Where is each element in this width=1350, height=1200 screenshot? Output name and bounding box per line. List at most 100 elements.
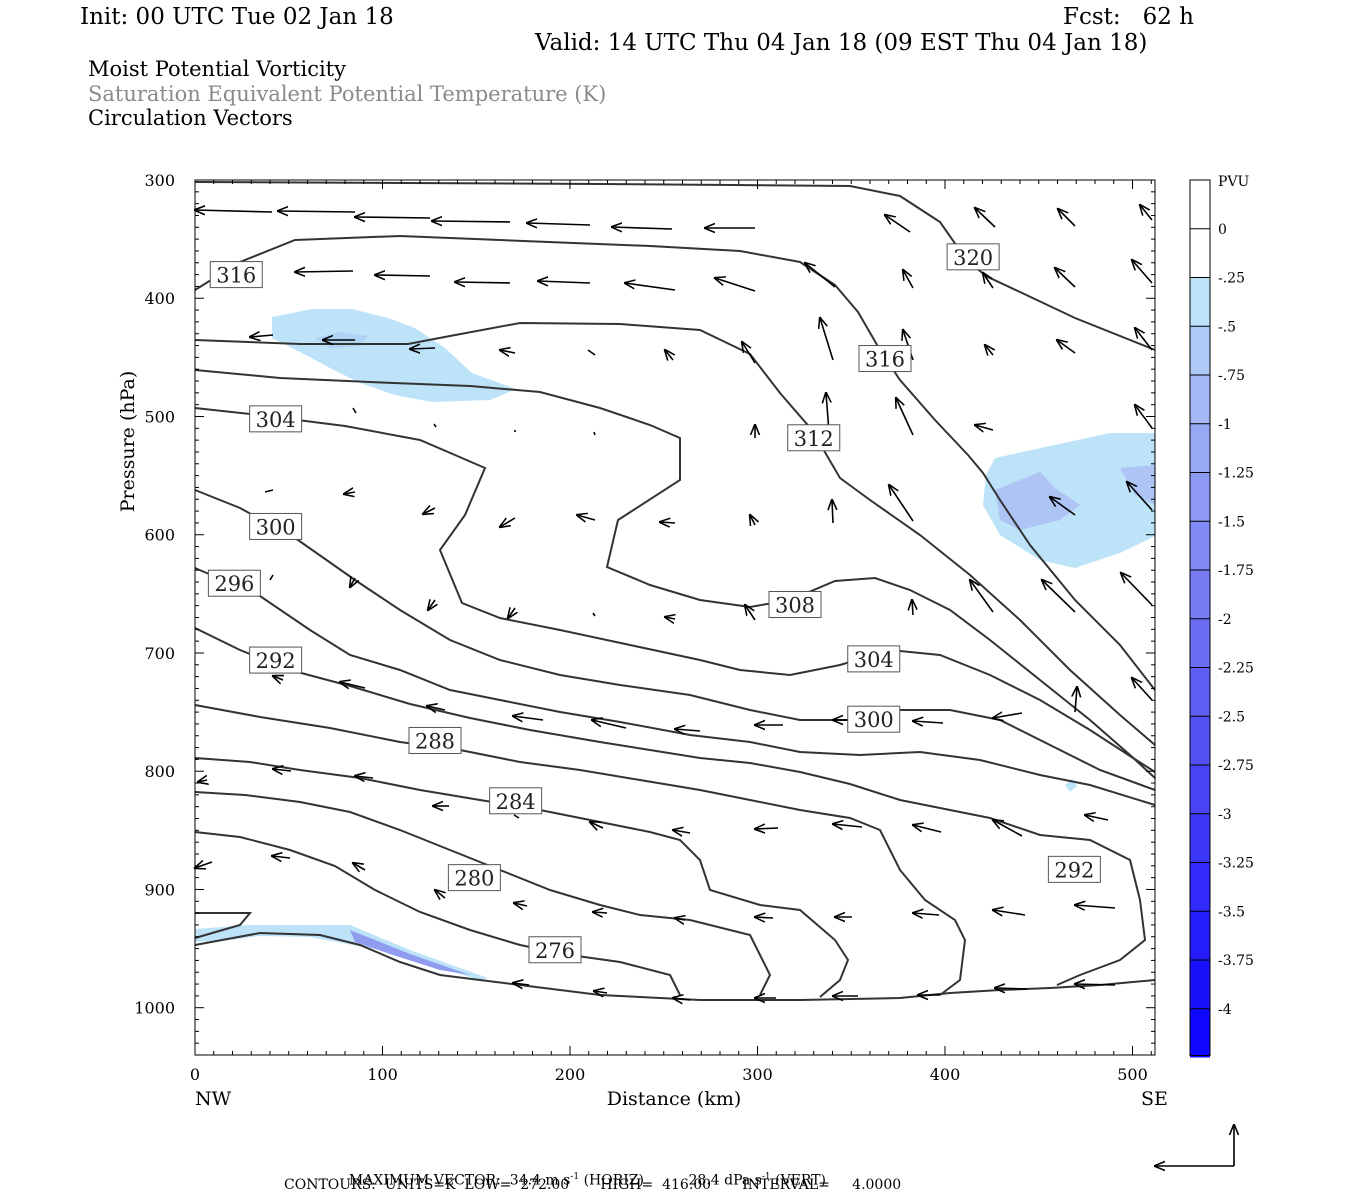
circulation-vector xyxy=(993,713,1023,718)
circulation-vector xyxy=(1075,687,1077,713)
contour-316-top xyxy=(194,234,1156,691)
contour-label: 304 xyxy=(256,408,296,432)
contour-label-box xyxy=(249,646,303,674)
colorbar-cell xyxy=(1190,960,1210,1009)
circulation-vector xyxy=(993,820,1023,837)
colorbar-frame xyxy=(1189,179,1211,1056)
contour-280 xyxy=(194,791,772,996)
circulation-vector xyxy=(985,345,993,355)
circulation-vector xyxy=(355,217,431,218)
pv-colorbar: PVU 0 -.25 -.5 -.75 -1 -1.25 -1.5 -1.75 -2 -2.25 -2… xyxy=(1189,174,1254,1058)
circulation-vector xyxy=(1058,209,1076,227)
circulation-vector xyxy=(673,998,691,1000)
contour-label-box xyxy=(858,345,912,373)
contour-276 xyxy=(194,831,681,996)
circulation-vector xyxy=(352,407,357,414)
contour-272 xyxy=(194,912,253,939)
circulation-vector xyxy=(1075,984,1116,985)
contour-label: 300 xyxy=(854,708,894,732)
circulation-vector xyxy=(355,776,374,778)
terrain-surface xyxy=(194,931,1156,1001)
colorbar-label: -2 xyxy=(1218,612,1232,628)
circulation-vector xyxy=(1055,268,1076,288)
circulation-vector xyxy=(885,215,911,233)
colorbar-cell xyxy=(1190,375,1210,424)
colorbar-label: -1.25 xyxy=(1218,466,1254,482)
theta-contours xyxy=(194,181,1156,1001)
colorbar-label: -4 xyxy=(1218,1002,1232,1018)
circulation-vector xyxy=(427,706,446,710)
exp-1: -1 xyxy=(570,1172,580,1182)
y-tick-label: 400 xyxy=(144,289,175,308)
contour-label: 300 xyxy=(256,515,296,539)
contour-label: 276 xyxy=(535,939,575,963)
contour-label-box xyxy=(1047,855,1101,883)
circulation-vector xyxy=(428,600,435,610)
y-tick-label: 900 xyxy=(144,880,175,899)
contour-label: 292 xyxy=(256,649,296,673)
x-end-label-se: SE xyxy=(1141,1088,1168,1110)
y-tick-label: 600 xyxy=(144,526,175,545)
contour-label: 320 xyxy=(953,246,993,270)
circulation-vector xyxy=(508,608,515,618)
vert-label: (VERT) xyxy=(775,1172,826,1189)
contour-label: 296 xyxy=(214,572,254,596)
circulation-vector xyxy=(273,769,292,771)
circulation-vector xyxy=(513,716,544,720)
colorbar-label: -2.5 xyxy=(1218,709,1245,725)
contour-label: 308 xyxy=(775,593,815,617)
circulation-vector xyxy=(350,578,355,587)
circulation-vector xyxy=(513,983,530,985)
colorbar-cell xyxy=(1190,1008,1210,1058)
colorbar-cell xyxy=(1190,180,1210,229)
colorbar-label: -1.5 xyxy=(1218,514,1245,530)
circulation-vector xyxy=(514,903,528,906)
contour-label-box xyxy=(847,705,901,733)
colorbar-cell xyxy=(1190,911,1210,960)
y-tick-label: 300 xyxy=(144,171,175,190)
contour-info: CONTOURS: UNITS=K LOW= 272.00 HIGH= 416.… xyxy=(284,1177,902,1193)
circulation-vector xyxy=(590,822,604,828)
circulation-vector xyxy=(1140,205,1153,221)
contour-label: 288 xyxy=(415,729,455,753)
contour-320 xyxy=(194,181,1156,351)
circulation-vector xyxy=(665,617,675,619)
contour-label: 316 xyxy=(865,348,905,372)
colorbar-label: -3.5 xyxy=(1218,904,1245,920)
circulation-vector xyxy=(410,348,436,349)
circulation-vector xyxy=(344,492,356,494)
x-tick-label: 500 xyxy=(1117,1065,1148,1084)
circulation-vector xyxy=(665,350,673,360)
circulation-vector xyxy=(993,910,1026,915)
contour-label-box xyxy=(249,405,303,433)
pv-area-right-core2 xyxy=(1120,465,1155,505)
circulation-vector xyxy=(805,263,836,288)
circulation-vector xyxy=(264,489,274,493)
circulation-vector xyxy=(500,517,516,527)
circulation-vector xyxy=(673,830,691,833)
colorbar-cell xyxy=(1190,765,1210,814)
x-tick-label: 100 xyxy=(367,1065,398,1084)
colorbar-cell xyxy=(1190,618,1210,668)
field-title-vectors: Circulation Vectors xyxy=(88,106,293,130)
circulation-vector xyxy=(755,828,779,829)
colorbar-cell xyxy=(1190,228,1210,278)
circulation-vector xyxy=(612,227,673,229)
colorbar-cell xyxy=(1190,472,1210,522)
circulation-vector xyxy=(913,913,940,915)
colorbar-label: -2.75 xyxy=(1218,758,1254,774)
colorbar-label: -.75 xyxy=(1218,368,1245,384)
colorbar-cell xyxy=(1190,716,1210,765)
field-title-mpv: Moist Potential Vorticity xyxy=(88,57,346,81)
circulation-vector xyxy=(375,275,431,276)
contour-292 xyxy=(194,627,1147,986)
contour-288 xyxy=(194,704,967,996)
circulation-vector xyxy=(1127,482,1153,511)
contour-296 xyxy=(194,567,1156,806)
contour-284 xyxy=(194,757,850,998)
contour-label-box xyxy=(946,243,1000,271)
x-tick-label: 400 xyxy=(930,1065,961,1084)
circulation-vector xyxy=(889,485,914,522)
x-axis-label: Distance (km) xyxy=(607,1088,742,1110)
